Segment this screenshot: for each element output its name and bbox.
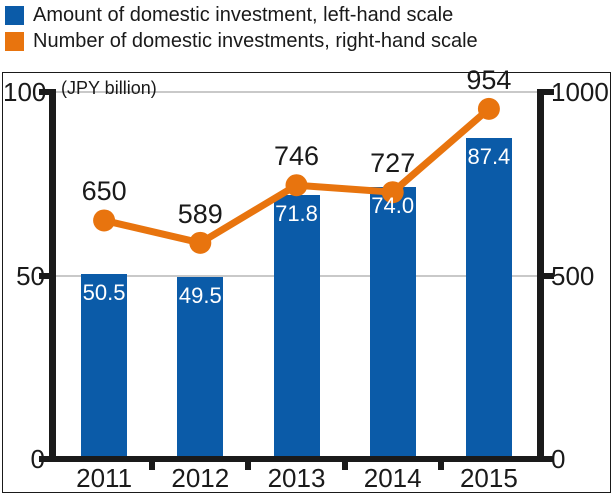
bar <box>465 138 512 462</box>
x-axis-tick <box>437 462 444 470</box>
legend-label-number: Number of domestic investments, right-ha… <box>33 30 478 52</box>
right-axis-tick-label: 500 <box>551 260 595 291</box>
point-value-label: 727 <box>370 148 416 179</box>
right-axis-tick <box>544 456 554 462</box>
chart-legend: Amount of domestic investment, left-hand… <box>5 2 478 54</box>
x-axis-tick <box>341 462 348 470</box>
x-axis-category-label: 2014 <box>363 463 422 493</box>
right-axis-tick-label: 1000 <box>551 77 609 107</box>
bar-value-label: 87.4 <box>467 144 511 170</box>
gridline <box>56 91 537 93</box>
bar-value-label: 71.8 <box>275 201 318 227</box>
point-value-label: 650 <box>81 176 127 207</box>
x-axis-line <box>49 456 544 462</box>
x-axis-category-label: 2013 <box>267 463 326 493</box>
legend-item-number: Number of domestic investments, right-ha… <box>5 28 478 54</box>
bar-value-label: 49.5 <box>178 283 222 309</box>
line-point-marker <box>93 209 116 232</box>
bar <box>369 187 416 462</box>
point-value-label: 589 <box>177 198 223 229</box>
bar <box>177 277 224 462</box>
chart-plot-area: (JPY billion) 0 50 100 0 500 1000 2011 2012 2013… <box>2 65 611 493</box>
left-axis-unit-label: (JPY billion) <box>61 78 157 98</box>
left-axis-tick <box>39 272 49 279</box>
left-axis-tick-label: 50 <box>16 260 45 291</box>
x-axis-tick <box>245 462 252 470</box>
line-point-marker <box>285 174 308 197</box>
bar-value-label: 50.5 <box>82 279 126 305</box>
bar-value-label: 74.0 <box>371 193 415 219</box>
point-value-label: 954 <box>466 64 512 95</box>
right-axis-tick <box>544 272 554 279</box>
line-point-marker <box>477 97 500 120</box>
x-axis-category-label: 2015 <box>459 463 518 493</box>
point-value-label: 746 <box>273 141 320 172</box>
x-axis-category-label: 2011 <box>76 463 133 493</box>
right-axis-tick-label: 0 <box>551 444 566 474</box>
right-axis-tick <box>544 89 554 95</box>
legend-item-amount: Amount of domestic investment, left-hand… <box>5 2 478 28</box>
x-axis-category-label: 2012 <box>171 463 230 493</box>
line-point-marker <box>381 181 404 204</box>
legend-label-amount: Amount of domestic investment, left-hand… <box>33 4 454 26</box>
line-series-swatch-icon <box>5 31 24 51</box>
bar <box>273 195 320 462</box>
left-axis-tick <box>39 456 49 462</box>
x-axis-tick <box>149 462 156 470</box>
left-axis-tick-label: 0 <box>30 444 45 474</box>
right-axis-line <box>537 89 544 462</box>
left-axis-tick <box>39 89 49 95</box>
line-series-layer <box>93 97 500 254</box>
bar <box>81 273 128 462</box>
bar-series-swatch-icon <box>5 5 24 25</box>
line-point-marker <box>189 231 212 254</box>
left-axis-line <box>49 89 56 462</box>
left-axis-tick-label: 100 <box>3 77 47 107</box>
